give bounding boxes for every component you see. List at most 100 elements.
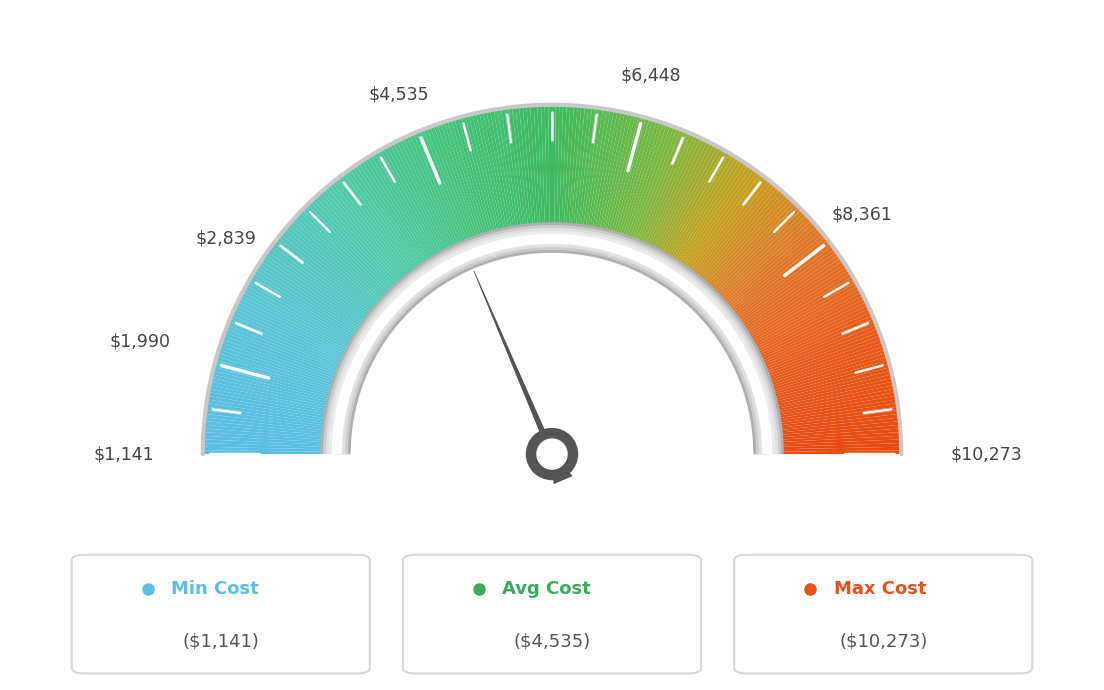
Wedge shape bbox=[406, 135, 464, 257]
Wedge shape bbox=[232, 312, 354, 368]
Wedge shape bbox=[213, 367, 342, 402]
Wedge shape bbox=[343, 172, 425, 280]
Wedge shape bbox=[403, 137, 461, 258]
Wedge shape bbox=[214, 364, 343, 400]
Wedge shape bbox=[516, 106, 532, 239]
Wedge shape bbox=[762, 371, 892, 404]
Wedge shape bbox=[735, 267, 849, 340]
Wedge shape bbox=[318, 192, 408, 293]
Wedge shape bbox=[205, 406, 338, 427]
Wedge shape bbox=[329, 183, 416, 287]
Wedge shape bbox=[634, 130, 688, 255]
Wedge shape bbox=[692, 187, 781, 290]
Wedge shape bbox=[648, 141, 711, 261]
Wedge shape bbox=[222, 336, 348, 383]
Wedge shape bbox=[763, 378, 893, 409]
Wedge shape bbox=[368, 155, 439, 270]
Wedge shape bbox=[764, 382, 894, 411]
Wedge shape bbox=[593, 111, 622, 241]
Wedge shape bbox=[730, 255, 841, 333]
Wedge shape bbox=[604, 115, 639, 244]
Wedge shape bbox=[234, 306, 357, 364]
Wedge shape bbox=[767, 421, 900, 436]
Text: Avg Cost: Avg Cost bbox=[502, 580, 591, 598]
Wedge shape bbox=[741, 283, 858, 350]
Wedge shape bbox=[563, 106, 574, 238]
Wedge shape bbox=[523, 106, 537, 238]
Wedge shape bbox=[204, 414, 337, 431]
Wedge shape bbox=[253, 270, 368, 342]
Wedge shape bbox=[577, 107, 596, 239]
Wedge shape bbox=[362, 159, 436, 273]
Wedge shape bbox=[629, 128, 680, 253]
Wedge shape bbox=[745, 295, 864, 357]
Wedge shape bbox=[602, 114, 635, 244]
Wedge shape bbox=[203, 451, 336, 454]
Wedge shape bbox=[498, 108, 520, 240]
Wedge shape bbox=[707, 210, 804, 304]
Wedge shape bbox=[756, 339, 883, 385]
Wedge shape bbox=[768, 451, 901, 454]
Wedge shape bbox=[519, 106, 534, 239]
Wedge shape bbox=[687, 180, 772, 286]
Wedge shape bbox=[565, 106, 577, 238]
Wedge shape bbox=[554, 105, 560, 237]
Wedge shape bbox=[473, 113, 505, 243]
Wedge shape bbox=[247, 279, 364, 348]
Wedge shape bbox=[209, 388, 339, 415]
Wedge shape bbox=[223, 333, 349, 381]
Text: $10,273: $10,273 bbox=[951, 445, 1022, 463]
Wedge shape bbox=[206, 400, 338, 422]
Wedge shape bbox=[572, 106, 588, 239]
Text: $1,990: $1,990 bbox=[109, 333, 170, 351]
Wedge shape bbox=[293, 217, 393, 309]
Wedge shape bbox=[749, 308, 871, 366]
Wedge shape bbox=[420, 129, 473, 253]
Wedge shape bbox=[752, 319, 875, 372]
Wedge shape bbox=[652, 144, 716, 263]
Wedge shape bbox=[267, 249, 376, 328]
Wedge shape bbox=[246, 283, 363, 350]
Wedge shape bbox=[746, 299, 867, 359]
Wedge shape bbox=[243, 289, 361, 354]
Wedge shape bbox=[561, 105, 571, 238]
Wedge shape bbox=[393, 141, 456, 261]
Wedge shape bbox=[662, 153, 733, 269]
Wedge shape bbox=[437, 123, 482, 250]
Wedge shape bbox=[582, 108, 603, 240]
Wedge shape bbox=[465, 115, 500, 244]
Wedge shape bbox=[696, 192, 786, 293]
Wedge shape bbox=[469, 114, 502, 244]
Wedge shape bbox=[655, 146, 720, 264]
Wedge shape bbox=[203, 443, 336, 449]
Wedge shape bbox=[762, 367, 891, 402]
Wedge shape bbox=[660, 152, 730, 268]
Wedge shape bbox=[744, 293, 863, 356]
Wedge shape bbox=[221, 339, 348, 385]
Wedge shape bbox=[725, 246, 835, 327]
Wedge shape bbox=[424, 128, 475, 253]
Wedge shape bbox=[747, 302, 868, 362]
Wedge shape bbox=[203, 432, 336, 443]
Wedge shape bbox=[214, 360, 343, 398]
Wedge shape bbox=[599, 113, 631, 243]
Wedge shape bbox=[720, 234, 826, 319]
Wedge shape bbox=[302, 207, 399, 302]
Wedge shape bbox=[619, 122, 664, 249]
Wedge shape bbox=[597, 112, 628, 243]
Wedge shape bbox=[613, 119, 652, 247]
Wedge shape bbox=[312, 197, 405, 296]
Wedge shape bbox=[666, 157, 740, 271]
Wedge shape bbox=[737, 273, 852, 344]
Wedge shape bbox=[627, 127, 677, 252]
Wedge shape bbox=[754, 329, 880, 379]
Wedge shape bbox=[215, 357, 344, 396]
Wedge shape bbox=[390, 143, 454, 262]
Wedge shape bbox=[584, 108, 606, 240]
Wedge shape bbox=[606, 116, 643, 245]
Wedge shape bbox=[728, 249, 837, 328]
Wedge shape bbox=[556, 105, 563, 237]
Wedge shape bbox=[646, 139, 708, 260]
Wedge shape bbox=[444, 121, 487, 248]
Wedge shape bbox=[396, 139, 458, 260]
